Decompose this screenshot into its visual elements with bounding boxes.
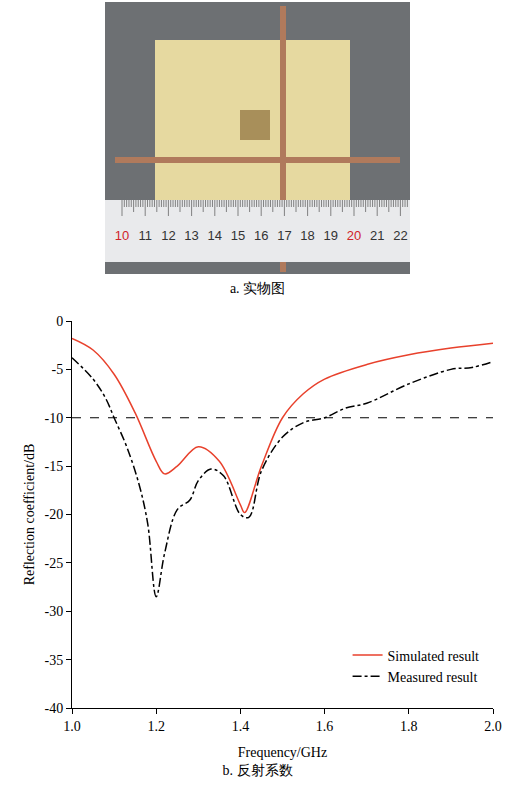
svg-text:1.0: 1.0 <box>63 719 81 734</box>
svg-text:17: 17 <box>277 228 291 243</box>
svg-text:Frequency/GHz: Frequency/GHz <box>238 745 327 760</box>
svg-text:1.6: 1.6 <box>316 719 334 734</box>
svg-text:Measured result: Measured result <box>388 670 478 685</box>
svg-text:-40: -40 <box>45 701 64 716</box>
svg-text:13: 13 <box>184 228 198 243</box>
svg-text:-25: -25 <box>45 556 64 571</box>
svg-text:20: 20 <box>347 228 361 243</box>
svg-text:Reflection coefficient/dB: Reflection coefficient/dB <box>22 444 37 586</box>
svg-text:Simulated result: Simulated result <box>388 649 479 664</box>
svg-text:-15: -15 <box>45 459 64 474</box>
svg-text:1.2: 1.2 <box>147 719 165 734</box>
svg-text:19: 19 <box>324 228 338 243</box>
svg-text:-30: -30 <box>45 604 64 619</box>
svg-text:22: 22 <box>393 228 407 243</box>
svg-text:15: 15 <box>231 228 245 243</box>
html-text:b. 反射系数: b. 反射系数 <box>222 763 293 778</box>
svg-text:2.0: 2.0 <box>484 719 502 734</box>
svg-text:1.8: 1.8 <box>400 719 418 734</box>
svg-text:-10: -10 <box>45 411 64 426</box>
svg-text:-20: -20 <box>45 507 64 522</box>
svg-text:14: 14 <box>208 228 222 243</box>
svg-text:18: 18 <box>300 228 314 243</box>
svg-text:16: 16 <box>254 228 268 243</box>
svg-text:11: 11 <box>138 228 152 243</box>
svg-text:1.4: 1.4 <box>232 719 250 734</box>
html-text:a. 实物图: a. 实物图 <box>229 281 286 296</box>
svg-text:12: 12 <box>161 228 175 243</box>
svg-text:0: 0 <box>56 314 63 329</box>
svg-text:10: 10 <box>115 228 129 243</box>
svg-text:-5: -5 <box>52 362 64 377</box>
svg-text:-35: -35 <box>45 653 64 668</box>
svg-text:21: 21 <box>370 228 384 243</box>
